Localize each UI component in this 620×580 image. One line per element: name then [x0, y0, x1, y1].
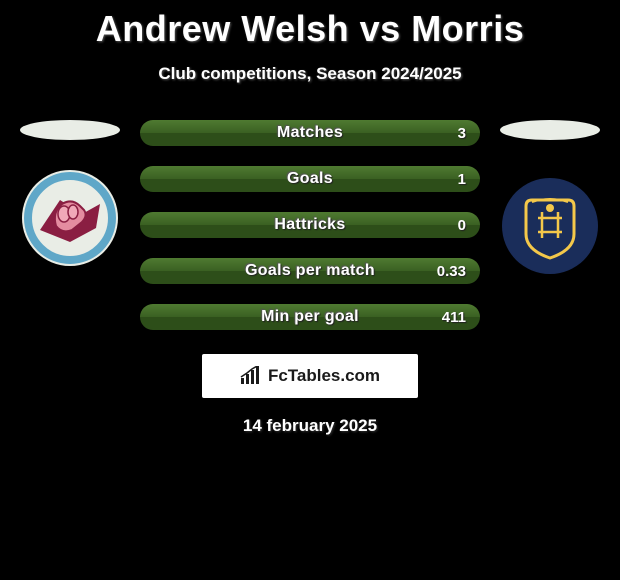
left-player-silhouette	[20, 120, 120, 140]
stat-label: Min per goal	[140, 304, 480, 330]
stat-label: Matches	[140, 120, 480, 146]
club-crest-icon	[22, 170, 118, 266]
opponent-club-badge	[502, 178, 598, 274]
stat-label: Goals	[140, 166, 480, 192]
stat-row-hattricks: Hattricks 0	[140, 212, 480, 238]
stats-bars: Matches 3 Goals 1 Hattricks 0 Goals per …	[140, 120, 480, 330]
stat-row-min-per-goal: Min per goal 411	[140, 304, 480, 330]
comparison-area: Matches 3 Goals 1 Hattricks 0 Goals per …	[0, 120, 620, 436]
bar-chart-icon	[240, 366, 262, 386]
snapshot-date: 14 february 2025	[0, 416, 620, 436]
stat-value: 411	[442, 304, 466, 330]
stat-row-goals-per-match: Goals per match 0.33	[140, 258, 480, 284]
stat-row-goals: Goals 1	[140, 166, 480, 192]
left-player-column	[10, 120, 130, 266]
stat-label: Goals per match	[140, 258, 480, 284]
left-club-badge-wrap	[10, 170, 130, 266]
brand-watermark: FcTables.com	[202, 354, 418, 398]
stat-value: 0.33	[437, 258, 466, 284]
right-club-badge-wrap	[490, 178, 610, 274]
stat-value: 0	[458, 212, 466, 238]
stat-label: Hattricks	[140, 212, 480, 238]
stat-value: 1	[458, 166, 466, 192]
stat-value: 3	[458, 120, 466, 146]
page-subtitle: Club competitions, Season 2024/2025	[0, 64, 620, 84]
right-player-column	[490, 120, 610, 274]
page-title: Andrew Welsh vs Morris	[0, 0, 620, 50]
brand-label: FcTables.com	[268, 366, 380, 386]
stat-row-matches: Matches 3	[140, 120, 480, 146]
club-crest-icon	[502, 178, 598, 274]
scunthorpe-united-badge	[22, 170, 118, 266]
right-player-silhouette	[500, 120, 600, 140]
